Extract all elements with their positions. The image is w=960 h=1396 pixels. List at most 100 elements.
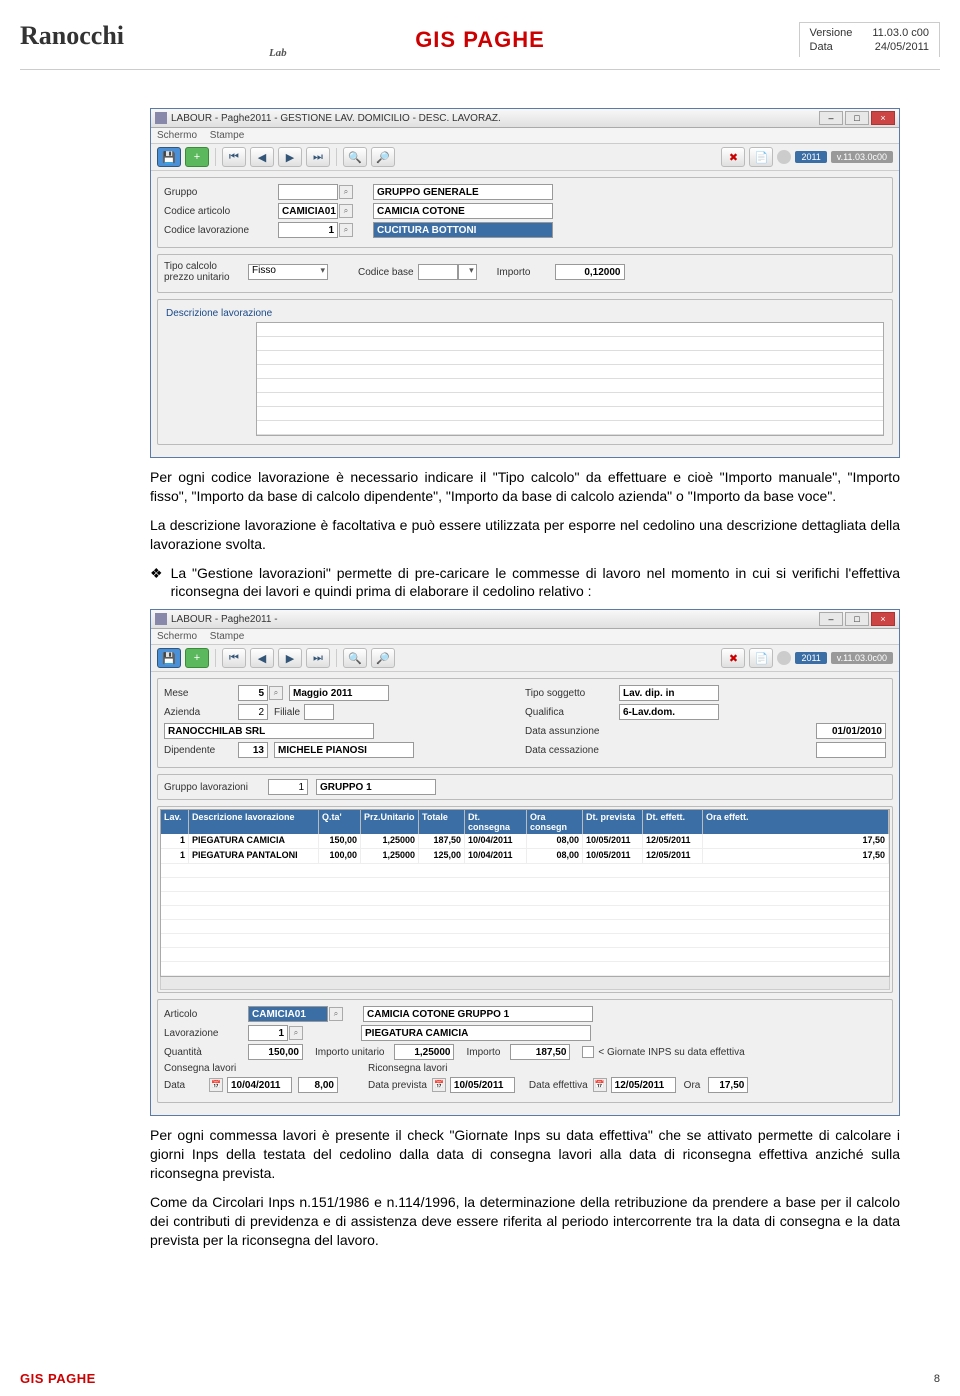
window-title: LABOUR - Paghe2011 - — [171, 614, 819, 625]
effora-field[interactable]: 17,50 — [708, 1077, 748, 1093]
importo-field[interactable]: 0,12000 — [555, 264, 625, 280]
codlav-field[interactable]: 1 — [278, 222, 338, 238]
lavorazione-field[interactable]: 1 — [248, 1025, 288, 1041]
lav-grid[interactable]: Lav. Descrizione lavorazione Q.ta' Prz.U… — [160, 809, 890, 977]
tiposogg-label: Tipo soggetto — [525, 688, 615, 699]
chk-giornate[interactable] — [582, 1046, 594, 1058]
window-title: LABOUR - Paghe2011 - GESTIONE LAV. DOMIC… — [171, 113, 819, 124]
maximize-button[interactable]: □ — [845, 612, 869, 626]
consdata-label: Data — [164, 1080, 204, 1091]
consdata-field[interactable]: 10/04/2011 — [227, 1077, 292, 1093]
last-button[interactable]: ⏭ — [306, 648, 330, 668]
consora-field[interactable]: 8,00 — [298, 1077, 338, 1093]
minimize-button[interactable]: – — [819, 612, 843, 626]
lookup-icon[interactable]: ⌕ — [329, 1007, 343, 1021]
form-area-1: Gruppo ⌕ GRUPPO GENERALE Codice articolo… — [151, 171, 899, 457]
binoc-icon[interactable]: 🔍 — [343, 648, 367, 668]
paragraph-2: La descrizione lavorazione è facoltativa… — [150, 516, 900, 554]
gruppolav-field[interactable]: 1 — [268, 779, 308, 795]
page-header: Ranocchi Lab GIS PAGHE Versione 11.03.0 … — [20, 10, 940, 70]
minimize-button[interactable]: – — [819, 111, 843, 125]
importo2-field: 187,50 — [510, 1044, 570, 1060]
dip-nome: MICHELE PIANOSI — [274, 742, 414, 758]
search-icon[interactable]: 🔎 — [371, 147, 395, 167]
page-footer: GIS PAGHE 8 — [20, 1371, 940, 1386]
paragraph-4: Come da Circolari Inps n.151/1986 e n.11… — [150, 1193, 900, 1250]
gruppolav-label: Gruppo lavorazioni — [164, 782, 264, 793]
col-oraeff: Ora effett. — [703, 810, 889, 834]
next-button[interactable]: ▶ — [278, 648, 302, 668]
calc-icon[interactable]: 📄 — [749, 147, 773, 167]
table-row[interactable]: 1 PIEGATURA PANTALONI 100,00 1,25000 125… — [161, 849, 889, 864]
lookup-icon[interactable]: ⌕ — [289, 1026, 303, 1040]
calc-icon[interactable]: 📄 — [749, 648, 773, 668]
effdata-label: Data effettiva — [529, 1080, 588, 1091]
importo-label: Importo — [497, 267, 531, 278]
menu-stampe[interactable]: Stampe — [210, 631, 244, 642]
menu-stampe[interactable]: Stampe — [210, 130, 244, 141]
save-button[interactable]: 💾 — [157, 147, 181, 167]
articolo-field[interactable]: CAMICIA01 — [248, 1006, 328, 1022]
filiale-field[interactable] — [304, 704, 334, 720]
next-button[interactable]: ▶ — [278, 147, 302, 167]
prevdata-field[interactable]: 10/05/2011 — [450, 1077, 515, 1093]
impunit-field[interactable]: 1,25000 — [394, 1044, 454, 1060]
versione-value: 11.03.0 c00 — [872, 27, 929, 39]
menubar-2: Schermo Stampe — [151, 629, 899, 645]
version-pill: v.11.03.0c00 — [831, 652, 893, 664]
col-prz: Prz.Unitario — [361, 810, 419, 834]
binoc-icon[interactable]: 🔍 — [343, 147, 367, 167]
effdata-field[interactable]: 12/05/2011 — [611, 1077, 676, 1093]
lookup-icon[interactable]: ⌕ — [339, 204, 353, 218]
table-row[interactable]: 1 PIEGATURA CAMICIA 150,00 1,25000 187,5… — [161, 834, 889, 849]
delete-icon[interactable]: ✖ — [721, 147, 745, 167]
quantita-label: Quantità — [164, 1047, 244, 1058]
mese-field[interactable]: 5 — [238, 685, 268, 701]
delete-icon[interactable]: ✖ — [721, 648, 745, 668]
col-dtcons: Dt. consegna — [465, 810, 527, 834]
lookup-icon[interactable]: ⌕ — [339, 185, 353, 199]
filiale-label: Filiale — [274, 707, 300, 718]
horiz-scrollbar[interactable] — [160, 976, 890, 990]
codbase-spin[interactable] — [458, 264, 477, 280]
tipocalc-combo[interactable]: Fisso — [248, 264, 328, 280]
menu-schermo[interactable]: Schermo — [157, 631, 197, 642]
lookup-icon[interactable]: ⌕ — [269, 686, 283, 700]
cal-icon[interactable]: 📅 — [432, 1078, 446, 1092]
dip-field[interactable]: 13 — [238, 742, 268, 758]
maximize-button[interactable]: □ — [845, 111, 869, 125]
footer-logo: GIS PAGHE — [20, 1371, 96, 1386]
desc-grid[interactable] — [256, 322, 884, 436]
grid-head: Lav. Descrizione lavorazione Q.ta' Prz.U… — [161, 810, 889, 834]
add-button[interactable]: + — [185, 147, 209, 167]
cal-icon[interactable]: 📅 — [593, 1078, 607, 1092]
lookup-icon[interactable]: ⌕ — [339, 223, 353, 237]
col-lav: Lav. — [161, 810, 189, 834]
prev-button[interactable]: ◀ — [250, 147, 274, 167]
group-grid: Lav. Descrizione lavorazione Q.ta' Prz.U… — [157, 806, 893, 993]
meta-box: Versione 11.03.0 c00 Data 24/05/2011 — [799, 22, 941, 57]
add-button[interactable]: + — [185, 648, 209, 668]
dataass-label: Data assunzione — [525, 726, 615, 737]
last-button[interactable]: ⏭ — [306, 147, 330, 167]
quantita-field[interactable]: 150,00 — [248, 1044, 303, 1060]
prev-button[interactable]: ◀ — [250, 648, 274, 668]
save-button[interactable]: 💾 — [157, 648, 181, 668]
codbase-field[interactable] — [418, 264, 458, 280]
azienda-label: Azienda — [164, 707, 234, 718]
first-button[interactable]: ⏮ — [222, 648, 246, 668]
search-icon[interactable]: 🔎 — [371, 648, 395, 668]
col-qta: Q.ta' — [319, 810, 361, 834]
lavorazione-label: Lavorazione — [164, 1028, 244, 1039]
menu-schermo[interactable]: Schermo — [157, 130, 197, 141]
close-button[interactable]: × — [871, 612, 895, 626]
first-button[interactable]: ⏮ — [222, 147, 246, 167]
col-oracons: Ora consegn — [527, 810, 583, 834]
close-button[interactable]: × — [871, 111, 895, 125]
codart-field[interactable]: CAMICIA01 — [278, 203, 338, 219]
chk-giornate-wrap: < Giornate INPS su data effettiva — [582, 1046, 748, 1058]
azienda-field[interactable]: 2 — [238, 704, 268, 720]
cal-icon[interactable]: 📅 — [209, 1078, 223, 1092]
col-dteff: Dt. effett. — [643, 810, 703, 834]
gruppo-field[interactable] — [278, 184, 338, 200]
